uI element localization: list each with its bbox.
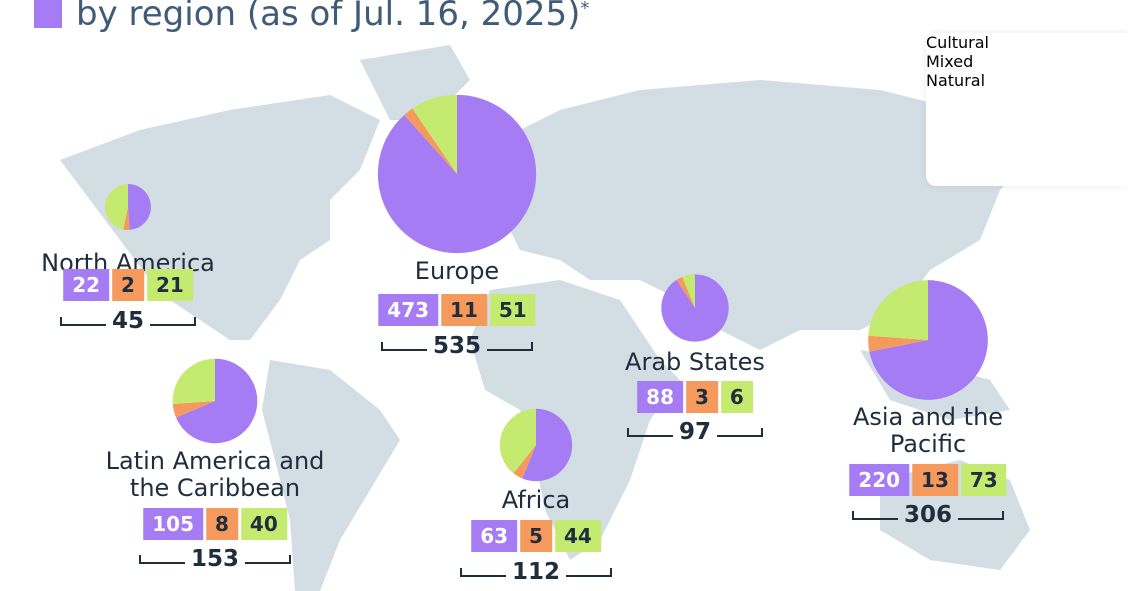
total-value: 153 <box>190 546 240 572</box>
total: 306 <box>851 502 1005 528</box>
pie-slice <box>172 358 215 405</box>
legend-item: Mixed <box>926 52 1128 71</box>
region-name: Asia and the Pacific <box>852 403 1004 458</box>
bracket-line <box>245 554 292 564</box>
value-box: 22 <box>63 269 110 301</box>
bracket-line <box>487 341 534 351</box>
value-box: 8 <box>205 508 238 540</box>
total: 535 <box>380 333 534 359</box>
bracket-line <box>138 554 185 564</box>
pie-slice <box>105 184 128 230</box>
value-box: 13 <box>912 464 958 496</box>
total-value: 535 <box>432 333 482 359</box>
bracket-line <box>59 316 106 326</box>
bracket-line <box>566 567 613 577</box>
bracket-line <box>958 510 1005 520</box>
value-box: 88 <box>637 381 683 413</box>
pie-slice <box>661 274 729 342</box>
value-row: 105 8 40 <box>143 508 287 540</box>
title: by region (as of Jul. 16, 2025)* <box>76 0 589 34</box>
value-box: 220 <box>849 464 910 496</box>
total-value: 306 <box>903 502 953 528</box>
bracket-line <box>380 341 427 351</box>
total: 153 <box>138 546 292 572</box>
total-value: 112 <box>511 559 561 585</box>
legend: Cultural Mixed Natural <box>926 33 1128 186</box>
value-row: 220 13 73 <box>849 464 1007 496</box>
pie-slice <box>176 358 258 444</box>
legend-item: Natural <box>926 71 1128 90</box>
pie-slice <box>412 94 457 174</box>
bracket-line <box>851 510 898 520</box>
pie-slice <box>522 408 573 482</box>
total: 112 <box>459 559 613 585</box>
pie-slice <box>404 108 457 174</box>
total: 45 <box>59 308 197 334</box>
value-row: 63 5 44 <box>471 520 601 552</box>
pie-slice <box>123 207 130 230</box>
value-row: 473 11 51 <box>378 294 536 326</box>
value-box: 11 <box>441 294 487 326</box>
value-box: 73 <box>960 464 1007 496</box>
bracket-line <box>459 567 506 577</box>
value-row: 88 3 6 <box>637 381 753 413</box>
north-america <box>60 95 380 340</box>
total: 97 <box>626 419 764 445</box>
pie-slice <box>676 276 695 308</box>
pie-slice <box>513 445 536 479</box>
value-box: 5 <box>520 520 552 552</box>
legend-label: Natural <box>926 71 986 90</box>
pie-slice <box>499 408 536 474</box>
legend-label: Cultural <box>926 33 989 52</box>
value-box: 3 <box>686 381 718 413</box>
total-value: 97 <box>678 419 712 445</box>
legend-label: Mixed <box>926 52 974 71</box>
value-box: 44 <box>554 520 601 552</box>
value-box: 63 <box>471 520 518 552</box>
legend-item: Cultural <box>926 33 1128 52</box>
total-value: 45 <box>111 308 145 334</box>
south-america <box>262 360 400 591</box>
pie-slice <box>868 335 928 352</box>
value-row: 22 2 21 <box>63 269 193 301</box>
region-name: Arab States <box>625 348 765 376</box>
region-name: Europe <box>414 257 500 285</box>
bracket-line <box>717 427 764 437</box>
value-box: 40 <box>240 508 287 540</box>
value-box: 473 <box>378 294 439 326</box>
pie-slice <box>868 280 928 340</box>
bracket-line <box>150 316 197 326</box>
pie-slice <box>869 280 988 400</box>
pie-slice <box>682 274 695 308</box>
title-text: by region (as of Jul. 16, 2025) <box>76 0 581 34</box>
pies <box>105 94 988 482</box>
pie-slice <box>128 184 151 230</box>
bracket-line <box>626 427 673 437</box>
value-box: 21 <box>146 269 193 301</box>
value-box: 105 <box>143 508 203 540</box>
value-box: 2 <box>112 269 144 301</box>
region-name: Latin America and the Caribbean <box>105 447 325 502</box>
pie-slice <box>172 401 215 418</box>
title-note: * <box>580 0 590 19</box>
value-box: 51 <box>489 294 536 326</box>
region-name: Africa <box>501 486 571 514</box>
value-box: 6 <box>720 381 753 413</box>
title-marker <box>34 0 62 28</box>
